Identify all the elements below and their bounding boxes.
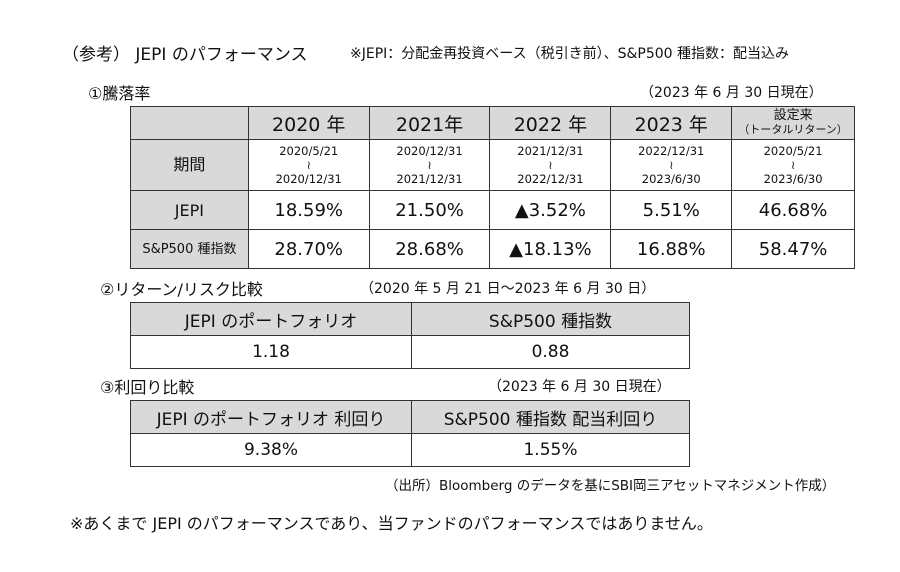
- value-cell: ▲3.52%: [489, 190, 612, 230]
- value-cell: 58.47%: [731, 229, 855, 269]
- table-row-sp500: S&P500 種指数 28.70% 28.68% ▲18.13% 16.88% …: [130, 229, 855, 269]
- section3-heading: ③利回り比較: [100, 378, 195, 397]
- table-row: 1.18 0.88: [130, 335, 690, 369]
- column-header-since-inception: 設定来 （トータルリターン）: [731, 106, 855, 140]
- period-row: 期間 2020/5/21 ≀ 2020/12/31 2020/12/31 ≀ 2021/…: [130, 139, 855, 191]
- period-start: 2022/12/31: [638, 144, 705, 158]
- basis-note: ※JEPI：分配金再投資ベース（税引き前）、S&P500 種指数：配当込み: [350, 46, 789, 62]
- header-row: JEPI のポートフォリオ 利回り S&P500 種指数 配当利回り: [130, 400, 690, 434]
- value-cell: 18.59%: [247, 190, 370, 230]
- period-end: 2022/12/31: [517, 172, 584, 186]
- period-cell: 2021/12/31 ≀ 2022/12/31: [489, 139, 612, 191]
- row-label: S&P500 種指数: [130, 229, 249, 269]
- header-row: JEPI のポートフォリオ S&P500 種指数: [130, 302, 690, 336]
- since-inception-sub: （トータルリターン）: [738, 123, 848, 136]
- year-header-row: 2020 年 2021年 2022 年 2023 年 設定来 （トータルリターン…: [130, 106, 855, 140]
- value-cell: 28.70%: [247, 229, 370, 269]
- column-header: 2022 年: [489, 106, 612, 140]
- column-header: S&P500 種指数 配当利回り: [411, 400, 690, 434]
- column-header: JEPI のポートフォリオ: [130, 302, 412, 336]
- yield-table: JEPI のポートフォリオ 利回り S&P500 種指数 配当利回り 9.38%…: [130, 400, 690, 467]
- row-label: 期間: [130, 139, 249, 191]
- value-cell: 9.38%: [130, 433, 412, 467]
- section1-heading: ①騰落率: [88, 84, 151, 103]
- column-header: JEPI のポートフォリオ 利回り: [130, 400, 412, 434]
- period-end: 2021/12/31: [396, 172, 463, 186]
- period-end: 2023/6/30: [641, 172, 701, 186]
- tilde: ≀: [306, 158, 311, 172]
- tilde: ≀: [790, 158, 796, 172]
- value-cell: 21.50%: [368, 190, 491, 230]
- period-cell: 2020/12/31 ≀ 2021/12/31: [368, 139, 491, 191]
- value-cell: 5.51%: [610, 190, 733, 230]
- table-row-jepi: JEPI 18.59% 21.50% ▲3.52% 5.51% 46.68%: [130, 190, 855, 230]
- value-cell: 1.18: [130, 335, 412, 369]
- tilde: ≀: [548, 158, 553, 172]
- period-cell: 2020/5/21 ≀ 2023/6/30: [731, 139, 855, 191]
- period-cell: 2022/12/31 ≀ 2023/6/30: [610, 139, 733, 191]
- table-row: 9.38% 1.55%: [130, 433, 690, 467]
- page-title: （参考） JEPI のパフォーマンス: [62, 45, 308, 65]
- period-cell: 2020/5/21 ≀ 2020/12/31: [247, 139, 370, 191]
- value-cell: 16.88%: [610, 229, 733, 269]
- column-header: 2021年: [368, 106, 491, 140]
- disclaimer: ※あくまで JEPI のパフォーマンスであり、当ファンドのパフォーマンスではあり…: [70, 514, 713, 533]
- period-start: 2020/12/31: [396, 144, 463, 158]
- section3-as-of: （2023 年 6 月 30 日現在）: [488, 379, 671, 395]
- value-cell: 28.68%: [368, 229, 491, 269]
- period-end: 2020/12/31: [275, 172, 342, 186]
- column-header: 2020 年: [247, 106, 370, 140]
- value-cell: 0.88: [411, 335, 690, 369]
- returns-table: 2020 年 2021年 2022 年 2023 年 設定来 （トータルリターン…: [130, 106, 855, 269]
- period-start: 2020/5/21: [279, 144, 339, 158]
- source-note: （出所）Bloomberg のデータを基にSBI岡三アセットマネジメント作成）: [385, 478, 836, 494]
- since-inception-label: 設定来: [773, 108, 813, 123]
- column-header: 2023 年: [610, 106, 733, 140]
- section2-heading: ②リターン/リスク比較: [100, 280, 263, 299]
- return-risk-table: JEPI のポートフォリオ S&P500 種指数 1.18 0.88: [130, 302, 690, 369]
- tilde: ≀: [427, 158, 432, 172]
- value-cell: 46.68%: [731, 190, 855, 230]
- period-end: 2023/6/30: [763, 172, 823, 186]
- row-label: JEPI: [130, 190, 249, 230]
- period-start: 2021/12/31: [517, 144, 584, 158]
- value-cell: ▲18.13%: [489, 229, 612, 269]
- column-header: S&P500 種指数: [411, 302, 690, 336]
- period-start: 2020/5/21: [763, 144, 823, 158]
- section1-as-of: （2023 年 6 月 30 日現在）: [640, 85, 823, 101]
- value-cell: 1.55%: [411, 433, 690, 467]
- section2-as-of: （2020 年 5 月 21 日～2023 年 6 月 30 日）: [360, 281, 656, 297]
- tilde: ≀: [669, 158, 674, 172]
- corner-cell: [130, 106, 249, 140]
